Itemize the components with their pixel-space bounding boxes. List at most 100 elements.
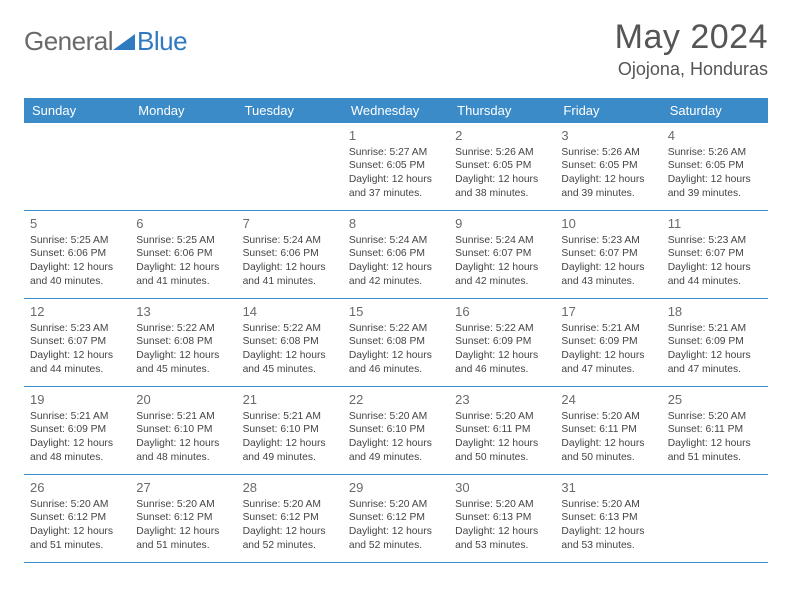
sunrise-line: Sunrise: 5:23 AM (30, 322, 124, 336)
sunset-line: Sunset: 6:06 PM (136, 247, 230, 261)
day-number: 17 (561, 303, 655, 321)
sunset-line: Sunset: 6:13 PM (561, 511, 655, 525)
sunrise-line: Sunrise: 5:20 AM (668, 410, 762, 424)
sunset-line: Sunset: 6:09 PM (455, 335, 549, 349)
daylight-line: Daylight: 12 hours and 43 minutes. (561, 261, 655, 289)
daylight-line: Daylight: 12 hours and 51 minutes. (668, 437, 762, 465)
daylight-line: Daylight: 12 hours and 46 minutes. (349, 349, 443, 377)
daylight-line: Daylight: 12 hours and 49 minutes. (349, 437, 443, 465)
day-cell: 8Sunrise: 5:24 AMSunset: 6:06 PMDaylight… (343, 211, 449, 298)
week-row: 26Sunrise: 5:20 AMSunset: 6:12 PMDayligh… (24, 475, 768, 563)
daylight-line: Daylight: 12 hours and 52 minutes. (349, 525, 443, 553)
day-cell: 24Sunrise: 5:20 AMSunset: 6:11 PMDayligh… (555, 387, 661, 474)
daylight-line: Daylight: 12 hours and 39 minutes. (668, 173, 762, 201)
weekday-header: Monday (130, 98, 236, 123)
day-number: 16 (455, 303, 549, 321)
sunrise-line: Sunrise: 5:21 AM (668, 322, 762, 336)
sunrise-line: Sunrise: 5:24 AM (349, 234, 443, 248)
sunset-line: Sunset: 6:13 PM (455, 511, 549, 525)
sunrise-line: Sunrise: 5:20 AM (455, 410, 549, 424)
sunset-line: Sunset: 6:12 PM (136, 511, 230, 525)
sunset-line: Sunset: 6:05 PM (349, 159, 443, 173)
day-number: 20 (136, 391, 230, 409)
sunrise-line: Sunrise: 5:20 AM (349, 410, 443, 424)
sunset-line: Sunset: 6:08 PM (136, 335, 230, 349)
week-row: 5Sunrise: 5:25 AMSunset: 6:06 PMDaylight… (24, 211, 768, 299)
sunset-line: Sunset: 6:07 PM (668, 247, 762, 261)
day-number: 27 (136, 479, 230, 497)
daylight-line: Daylight: 12 hours and 51 minutes. (30, 525, 124, 553)
day-cell: 25Sunrise: 5:20 AMSunset: 6:11 PMDayligh… (662, 387, 768, 474)
day-cell: 1Sunrise: 5:27 AMSunset: 6:05 PMDaylight… (343, 123, 449, 210)
sunset-line: Sunset: 6:08 PM (243, 335, 337, 349)
daylight-line: Daylight: 12 hours and 47 minutes. (668, 349, 762, 377)
week-row: 19Sunrise: 5:21 AMSunset: 6:09 PMDayligh… (24, 387, 768, 475)
day-cell: 30Sunrise: 5:20 AMSunset: 6:13 PMDayligh… (449, 475, 555, 562)
daylight-line: Daylight: 12 hours and 46 minutes. (455, 349, 549, 377)
weekday-header: Tuesday (237, 98, 343, 123)
day-cell: 16Sunrise: 5:22 AMSunset: 6:09 PMDayligh… (449, 299, 555, 386)
daylight-line: Daylight: 12 hours and 40 minutes. (30, 261, 124, 289)
sunset-line: Sunset: 6:12 PM (243, 511, 337, 525)
sunrise-line: Sunrise: 5:26 AM (455, 146, 549, 160)
day-number: 24 (561, 391, 655, 409)
day-cell: 26Sunrise: 5:20 AMSunset: 6:12 PMDayligh… (24, 475, 130, 562)
sunset-line: Sunset: 6:09 PM (30, 423, 124, 437)
sunrise-line: Sunrise: 5:22 AM (136, 322, 230, 336)
day-number: 2 (455, 127, 549, 145)
day-cell (237, 123, 343, 210)
weekday-header: Sunday (24, 98, 130, 123)
logo-triangle-icon (113, 34, 135, 55)
sunrise-line: Sunrise: 5:25 AM (30, 234, 124, 248)
day-number: 11 (668, 215, 762, 233)
sunrise-line: Sunrise: 5:20 AM (30, 498, 124, 512)
logo-text-blue: Blue (137, 26, 187, 57)
day-cell: 5Sunrise: 5:25 AMSunset: 6:06 PMDaylight… (24, 211, 130, 298)
sunrise-line: Sunrise: 5:26 AM (668, 146, 762, 160)
daylight-line: Daylight: 12 hours and 48 minutes. (30, 437, 124, 465)
daylight-line: Daylight: 12 hours and 53 minutes. (561, 525, 655, 553)
sunrise-line: Sunrise: 5:24 AM (243, 234, 337, 248)
daylight-line: Daylight: 12 hours and 50 minutes. (455, 437, 549, 465)
month-title: May 2024 (615, 18, 768, 57)
sunrise-line: Sunrise: 5:23 AM (561, 234, 655, 248)
day-number: 4 (668, 127, 762, 145)
day-number: 22 (349, 391, 443, 409)
sunset-line: Sunset: 6:10 PM (349, 423, 443, 437)
day-number: 26 (30, 479, 124, 497)
day-number: 19 (30, 391, 124, 409)
sunset-line: Sunset: 6:10 PM (243, 423, 337, 437)
day-number: 12 (30, 303, 124, 321)
daylight-line: Daylight: 12 hours and 42 minutes. (349, 261, 443, 289)
day-cell: 14Sunrise: 5:22 AMSunset: 6:08 PMDayligh… (237, 299, 343, 386)
title-block: May 2024 Ojojona, Honduras (615, 18, 768, 80)
day-cell: 11Sunrise: 5:23 AMSunset: 6:07 PMDayligh… (662, 211, 768, 298)
sunset-line: Sunset: 6:09 PM (561, 335, 655, 349)
day-cell: 6Sunrise: 5:25 AMSunset: 6:06 PMDaylight… (130, 211, 236, 298)
sunrise-line: Sunrise: 5:20 AM (561, 498, 655, 512)
weekday-header: Wednesday (343, 98, 449, 123)
daylight-line: Daylight: 12 hours and 37 minutes. (349, 173, 443, 201)
sunset-line: Sunset: 6:11 PM (668, 423, 762, 437)
page-header: General Blue May 2024 Ojojona, Honduras (24, 18, 768, 80)
sunset-line: Sunset: 6:05 PM (561, 159, 655, 173)
sunset-line: Sunset: 6:07 PM (455, 247, 549, 261)
day-number: 1 (349, 127, 443, 145)
day-cell (130, 123, 236, 210)
weekday-header: Friday (555, 98, 661, 123)
sunrise-line: Sunrise: 5:20 AM (243, 498, 337, 512)
sunrise-line: Sunrise: 5:21 AM (561, 322, 655, 336)
sunrise-line: Sunrise: 5:20 AM (455, 498, 549, 512)
daylight-line: Daylight: 12 hours and 53 minutes. (455, 525, 549, 553)
sunrise-line: Sunrise: 5:20 AM (349, 498, 443, 512)
sunset-line: Sunset: 6:06 PM (349, 247, 443, 261)
sunrise-line: Sunrise: 5:22 AM (455, 322, 549, 336)
sunrise-line: Sunrise: 5:25 AM (136, 234, 230, 248)
day-number: 18 (668, 303, 762, 321)
sunrise-line: Sunrise: 5:20 AM (136, 498, 230, 512)
sunset-line: Sunset: 6:05 PM (455, 159, 549, 173)
sunset-line: Sunset: 6:12 PM (349, 511, 443, 525)
weekday-header-row: SundayMondayTuesdayWednesdayThursdayFrid… (24, 98, 768, 123)
day-cell: 15Sunrise: 5:22 AMSunset: 6:08 PMDayligh… (343, 299, 449, 386)
daylight-line: Daylight: 12 hours and 45 minutes. (136, 349, 230, 377)
